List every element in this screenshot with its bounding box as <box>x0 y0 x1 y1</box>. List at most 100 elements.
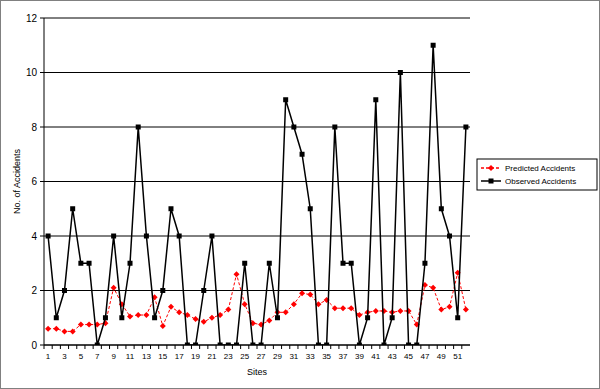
series-marker <box>177 234 182 239</box>
series-marker <box>250 343 255 346</box>
x-tick-label: 29 <box>273 352 282 361</box>
series-marker <box>128 261 133 266</box>
x-tick <box>199 345 200 349</box>
x-axis-label: Sites <box>247 367 268 377</box>
grid-line <box>44 18 470 19</box>
x-tick <box>330 345 331 349</box>
series-marker <box>135 312 141 318</box>
x-tick <box>52 345 53 349</box>
x-tick-label: 31 <box>289 352 298 361</box>
series-marker <box>201 288 206 293</box>
x-tick <box>68 345 69 349</box>
x-tick <box>322 345 323 349</box>
x-tick-label: 23 <box>224 352 233 361</box>
series-marker <box>226 343 231 346</box>
series-marker <box>46 234 51 239</box>
x-tick-label: 9 <box>111 352 116 361</box>
x-tick <box>191 345 192 349</box>
series-marker <box>209 315 215 321</box>
x-tick <box>142 345 143 349</box>
series-marker <box>316 343 321 346</box>
x-tick <box>379 345 380 349</box>
series-marker <box>365 315 370 320</box>
x-tick <box>396 345 397 349</box>
series-marker <box>111 234 116 239</box>
x-tick-label: 13 <box>142 352 151 361</box>
y-tick-label: 10 <box>26 67 38 78</box>
x-tick <box>84 345 85 349</box>
series-marker <box>45 326 51 332</box>
legend-marker <box>488 165 494 171</box>
x-tick <box>101 345 102 349</box>
x-tick <box>297 345 298 349</box>
x-tick <box>248 345 249 349</box>
x-tick <box>347 345 348 349</box>
series-marker <box>300 152 305 157</box>
series-marker <box>70 206 75 211</box>
series-marker <box>373 97 378 102</box>
series-marker <box>455 315 460 320</box>
series-marker <box>185 343 190 346</box>
series-marker <box>397 308 403 314</box>
legend-label: Observed Accidents <box>505 177 576 186</box>
series-marker <box>144 234 149 239</box>
x-tick <box>150 345 151 349</box>
series-marker <box>332 125 337 130</box>
series-marker <box>201 319 207 325</box>
x-tick <box>240 345 241 349</box>
series-marker <box>348 305 354 311</box>
x-tick-label: 43 <box>388 352 397 361</box>
y-tick-label: 8 <box>31 122 37 133</box>
x-tick <box>404 345 405 349</box>
x-tick-label: 47 <box>420 352 429 361</box>
series-marker <box>242 301 248 307</box>
plot-area <box>45 43 469 345</box>
series-marker <box>242 261 247 266</box>
x-tick <box>224 345 225 349</box>
x-tick <box>232 345 233 349</box>
legend-box <box>477 159 597 190</box>
series-marker <box>168 206 173 211</box>
series-marker <box>414 343 419 346</box>
x-tick <box>306 345 307 349</box>
series-marker <box>152 315 157 320</box>
series-marker <box>53 326 59 332</box>
series-marker <box>332 305 338 311</box>
series-line <box>48 45 466 345</box>
series-marker <box>193 343 198 346</box>
y-tick <box>40 290 44 291</box>
x-tick <box>216 345 217 349</box>
series-marker <box>291 301 297 307</box>
x-tick-label: 19 <box>191 352 200 361</box>
series-marker <box>78 322 84 328</box>
series-marker <box>463 125 468 130</box>
series-marker <box>373 308 379 314</box>
series-marker <box>119 315 124 320</box>
series-marker <box>54 315 59 320</box>
y-axis <box>44 18 45 345</box>
series-marker <box>439 206 444 211</box>
series-marker <box>61 328 67 334</box>
x-tick <box>314 345 315 349</box>
x-tick-label: 33 <box>306 352 315 361</box>
x-tick-label: 11 <box>126 352 135 361</box>
x-tick <box>437 345 438 349</box>
x-tick <box>363 345 364 349</box>
series-marker <box>406 308 412 314</box>
x-tick <box>166 345 167 349</box>
series-marker <box>259 343 264 346</box>
series-marker <box>86 322 92 328</box>
legend: Predicted AccidentsObserved Accidents <box>477 159 597 190</box>
series-marker <box>193 316 199 322</box>
x-tick <box>207 345 208 349</box>
x-tick <box>281 345 282 349</box>
x-tick <box>371 345 372 349</box>
series-marker <box>381 308 387 314</box>
series-marker <box>87 261 92 266</box>
series-marker <box>381 343 386 346</box>
x-tick-label: 35 <box>322 352 331 361</box>
x-tick-label: 3 <box>62 352 67 361</box>
series-marker <box>160 323 166 329</box>
y-tick-label: 0 <box>31 340 37 351</box>
y-tick <box>40 18 44 19</box>
